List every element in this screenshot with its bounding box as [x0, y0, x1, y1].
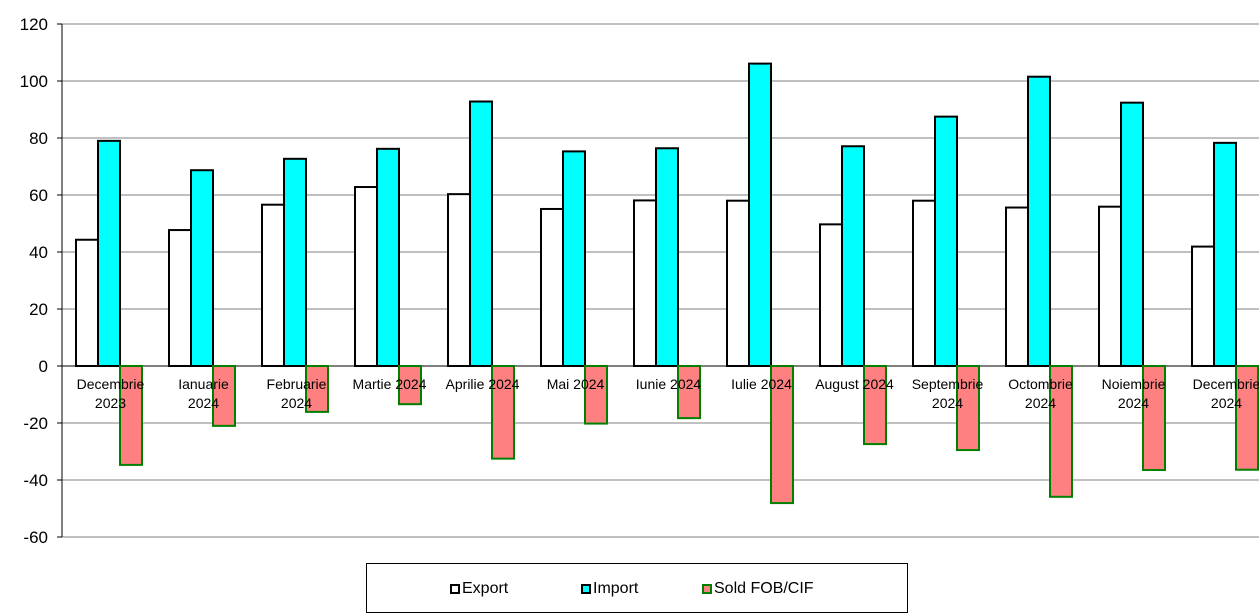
bar-sold — [491, 365, 515, 460]
x-category-label: Decembrie 2023 — [77, 376, 145, 411]
bar-import — [469, 100, 493, 368]
x-category-label: Aprilie 2024 — [446, 376, 520, 392]
bar-sold — [119, 365, 143, 466]
bar-import — [1213, 141, 1237, 367]
bar-import — [841, 145, 865, 367]
bar-export — [819, 223, 843, 367]
bar-import — [1027, 75, 1051, 367]
bar-sold — [677, 365, 701, 420]
bar-import — [97, 139, 121, 367]
bar-import — [655, 147, 679, 367]
bar-sold — [1049, 365, 1073, 498]
bar-export — [540, 207, 564, 367]
bar-sold — [584, 365, 608, 425]
y-tick-label: 40 — [29, 243, 48, 262]
legend-label-export: Export — [462, 580, 509, 597]
x-category-label: Mai 2024 — [547, 376, 605, 392]
x-category-label: Decembrie 2024 — [1193, 376, 1259, 411]
legend-swatch-sold — [702, 584, 712, 594]
x-axis-categories: Decembrie 2023 Ianuarie 2024 Februarie 2024 Ma… — [77, 376, 1259, 411]
x-category-label: Februarie 2024 — [267, 376, 327, 411]
legend-item-sold: Sold FOB/CIF — [702, 580, 814, 598]
legend-label-import: Import — [593, 580, 639, 597]
bar-sold — [305, 365, 329, 413]
legend-swatch-export — [450, 584, 460, 594]
x-category-label: Septembrie 2024 — [912, 376, 984, 411]
legend-label-sold: Sold FOB/CIF — [714, 580, 814, 597]
bar-export — [261, 203, 285, 367]
y-tick-label: -40 — [23, 471, 48, 490]
x-category-label: Octombrie 2024 — [1008, 376, 1073, 411]
y-tick-label: 20 — [29, 300, 48, 319]
bar-sold — [956, 365, 980, 452]
bar-export — [447, 193, 471, 367]
bar-import — [748, 62, 772, 368]
bar-export — [168, 229, 192, 367]
bar-export — [1191, 245, 1215, 368]
bar-import — [1120, 101, 1144, 367]
bar-sold — [1142, 365, 1166, 472]
x-category-label: Iunie 2024 — [636, 376, 702, 392]
bar-import — [934, 115, 958, 367]
bar-import — [283, 157, 307, 367]
x-category-label: Ianuarie 2024 — [178, 376, 229, 411]
y-tick-label: 100 — [20, 72, 48, 91]
bar-sold — [863, 365, 887, 446]
bar-export — [726, 199, 750, 367]
y-tick-label: 0 — [39, 357, 48, 376]
bars — [75, 62, 1259, 505]
y-tick-label: -20 — [23, 414, 48, 433]
legend-swatch-import — [581, 584, 591, 594]
legend-item-export: Export — [450, 580, 508, 598]
bar-import — [376, 147, 400, 367]
bar-export — [633, 199, 657, 367]
x-category-label: Martie 2024 — [353, 376, 427, 392]
x-category-label: Noiembrie 2024 — [1102, 376, 1166, 411]
legend-item-import: Import — [581, 580, 638, 598]
bar-export — [1005, 206, 1029, 367]
y-axis-ticks: 120 100 80 60 40 20 0 -20 -40 -60 — [20, 15, 62, 547]
y-tick-label: -60 — [23, 528, 48, 547]
bar-export — [354, 186, 378, 367]
bar-sold — [1235, 365, 1259, 471]
y-tick-label: 80 — [29, 129, 48, 148]
y-tick-label: 60 — [29, 186, 48, 205]
x-category-label: Iulie 2024 — [731, 376, 792, 392]
y-tick-label: 120 — [20, 15, 48, 34]
bar-export — [1098, 205, 1122, 367]
bar-sold — [770, 365, 794, 505]
bar-import — [562, 150, 586, 367]
bar-sold — [398, 365, 422, 406]
legend: Export Import Sold FOB/CIF — [366, 563, 908, 613]
x-category-label: August 2024 — [815, 376, 894, 392]
bar-import — [190, 169, 214, 367]
bar-export — [75, 238, 99, 367]
bar-export — [912, 199, 936, 367]
bar-sold — [212, 365, 236, 427]
